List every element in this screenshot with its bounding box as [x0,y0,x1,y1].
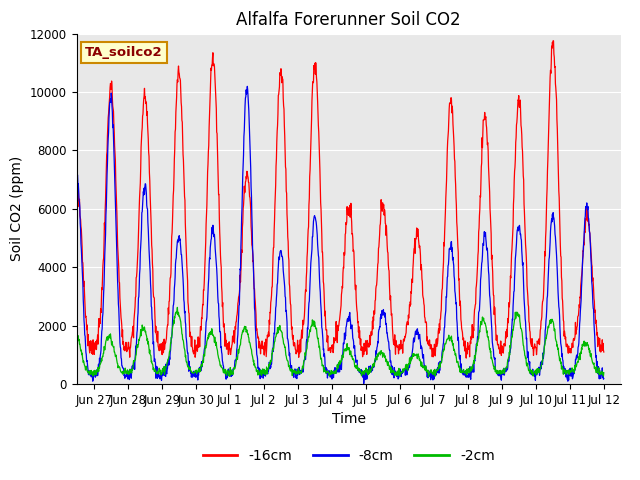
X-axis label: Time: Time [332,412,366,426]
-8cm [600,375,607,381]
-16cm [164,322,172,328]
-8cm [177,246,184,252]
-8cm [536,369,544,374]
-16cm [536,342,543,348]
-16cm [600,349,607,355]
Line: -8cm: -8cm [60,86,604,384]
-8cm [360,381,367,386]
-8cm [56,377,63,383]
Legend: -16cm, -8cm, -2cm: -16cm, -8cm, -2cm [197,443,500,468]
-16cm [416,246,424,252]
-16cm [549,38,557,44]
-8cm [238,215,246,220]
Line: -2cm: -2cm [60,307,604,377]
-16cm [238,247,246,253]
-8cm [164,365,172,371]
-2cm [536,366,544,372]
-16cm [488,256,495,262]
-2cm [600,370,607,376]
-2cm [238,331,246,337]
-8cm [243,84,251,89]
-16cm [462,355,470,361]
-2cm [56,368,63,373]
-2cm [173,304,181,310]
Y-axis label: Soil CO2 (ppm): Soil CO2 (ppm) [10,156,24,262]
-2cm [488,357,496,362]
-2cm [164,359,172,365]
-16cm [56,351,63,357]
Text: TA_soilco2: TA_soilco2 [85,46,163,59]
-16cm [177,90,184,96]
-2cm [417,359,424,364]
Title: Alfalfa Forerunner Soil CO2: Alfalfa Forerunner Soil CO2 [237,11,461,29]
-2cm [424,374,432,380]
-8cm [417,346,425,351]
-2cm [177,324,185,330]
Line: -16cm: -16cm [60,41,604,358]
-8cm [488,328,496,334]
